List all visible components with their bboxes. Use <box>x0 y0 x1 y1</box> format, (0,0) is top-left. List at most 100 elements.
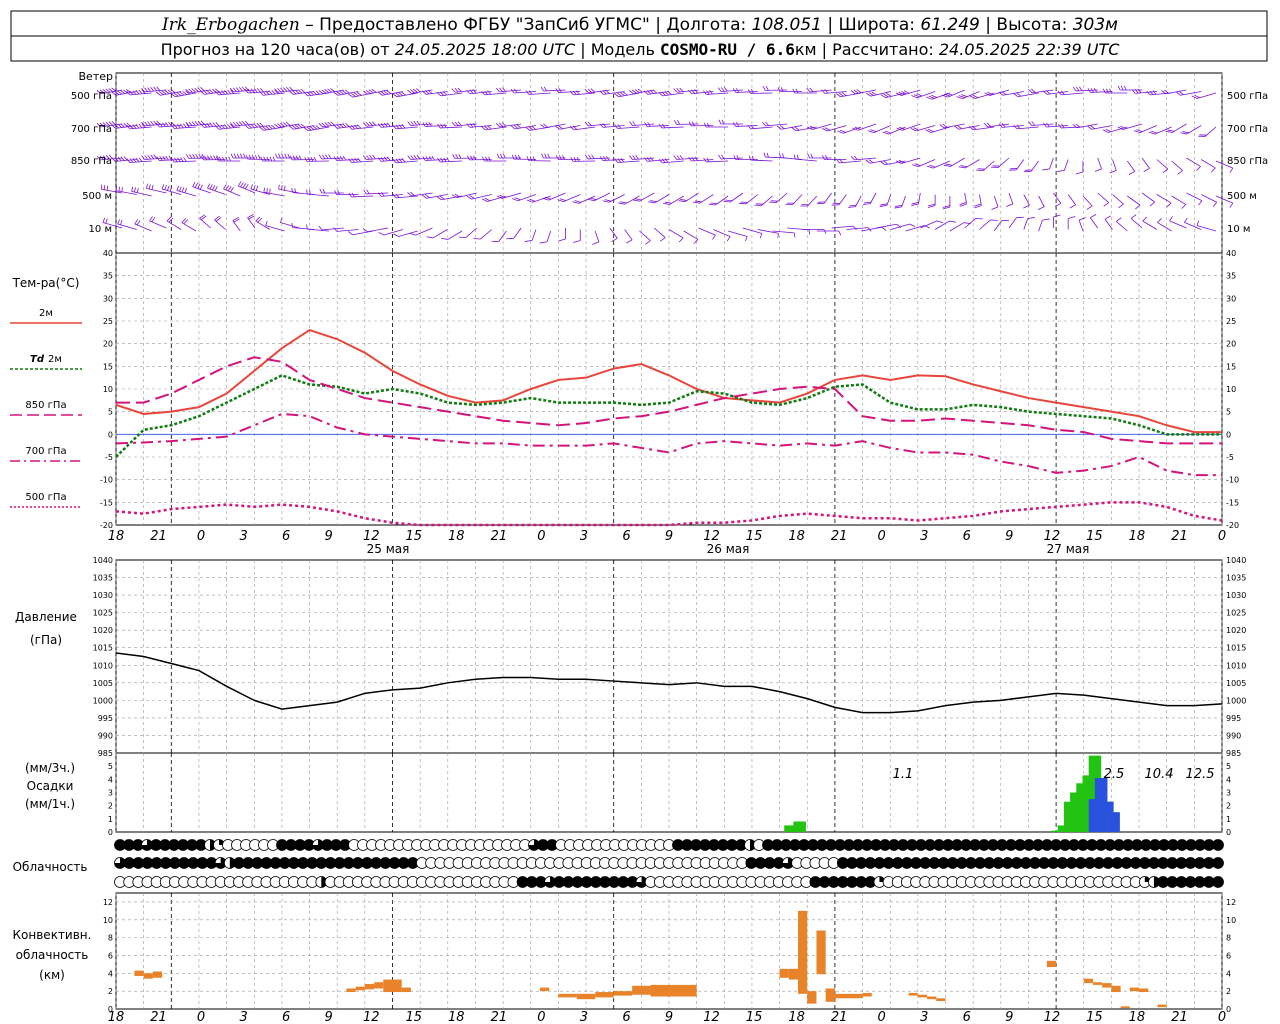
wind-barb <box>954 125 980 130</box>
wind-barb <box>1127 195 1141 210</box>
wind-barb <box>348 192 374 198</box>
conv-title-3: (км) <box>39 968 65 982</box>
conv-bar <box>576 993 596 1000</box>
wind-barb <box>422 121 448 127</box>
temp-tick-label: 15 <box>103 362 113 371</box>
calc-time: 24.05.2025 22:39 UTC <box>939 40 1120 59</box>
hour-label-bottom: 0 <box>878 1010 886 1024</box>
hour-label: 3 <box>580 529 588 544</box>
precip-total-2: 2.5 <box>1104 767 1125 782</box>
temp-tick-label: 20 <box>103 340 113 349</box>
cloud-symbol-fill <box>114 857 126 869</box>
conv-bar <box>152 971 163 978</box>
wind-barb <box>1042 157 1054 171</box>
wind-barb <box>926 92 951 100</box>
wind-barb <box>599 155 625 161</box>
wind-level-1-right: 500 гПа <box>1227 91 1268 102</box>
wind-barb <box>170 123 196 129</box>
wind-barb <box>250 184 270 195</box>
wind-barb <box>911 91 936 99</box>
wind-barb <box>407 191 433 197</box>
wind-barb <box>230 153 256 159</box>
wind-barb <box>1184 217 1202 230</box>
header-line1: Irk_Erbogachen – Предоставлено ФГБУ "Зап… <box>161 15 1118 35</box>
wind-barb <box>668 229 684 243</box>
wind-barb <box>393 230 418 237</box>
conv-bar <box>364 984 375 990</box>
hour-label-bottom: 18 <box>108 1010 125 1024</box>
conv-bar <box>632 985 651 995</box>
temp-tick-label: 5 <box>1226 408 1231 417</box>
wind-barb <box>1117 123 1143 130</box>
wind-barb <box>602 194 625 203</box>
wind-barb <box>318 88 344 95</box>
wind-barb <box>920 220 944 229</box>
conv-tick-label: 2 <box>1226 987 1231 996</box>
temperature-lines <box>115 328 1223 527</box>
wind-barb <box>333 89 359 96</box>
wind-barb <box>166 216 182 230</box>
wind-barb <box>377 156 403 162</box>
wind-barb <box>1112 194 1124 209</box>
hour-label: 15 <box>1086 529 1103 544</box>
temp-tick-label: 20 <box>1226 340 1236 349</box>
wind-barb <box>837 126 862 134</box>
wind-barb <box>1057 90 1083 96</box>
wind-barb <box>131 186 152 197</box>
wind-barb <box>229 120 256 127</box>
legend-500-label: 500 гПа <box>25 492 66 503</box>
wind-barb <box>979 219 998 230</box>
conv-bar <box>401 987 411 993</box>
temp-tick-label: 30 <box>1226 294 1236 303</box>
wind-barb <box>835 92 862 98</box>
precip-tick-label: 4 <box>1226 775 1231 784</box>
wind-barb <box>426 229 448 239</box>
hour-label: 18 <box>448 529 465 544</box>
pressure-line <box>115 652 1223 714</box>
conv-bar <box>134 970 144 976</box>
wind-barb <box>757 229 779 238</box>
conv-bar <box>917 994 928 998</box>
wind-barb <box>772 230 796 238</box>
precip-tick-label: 0 <box>108 828 113 837</box>
wind-barb <box>1180 125 1202 135</box>
wind-barb <box>540 86 566 92</box>
hour-label-bottom: 18 <box>788 1010 805 1024</box>
wind-barb <box>409 227 433 236</box>
wind-barb <box>510 88 536 94</box>
wind-barb <box>573 229 581 243</box>
conv-tick-label: 0 <box>1226 1005 1231 1014</box>
temp-tick-label: -5 <box>105 453 113 462</box>
conv-bar <box>613 991 633 996</box>
conv-bar <box>788 968 799 980</box>
temp-tick-label: 0 <box>1226 430 1231 439</box>
wind-barb <box>572 195 596 204</box>
header-line2: Прогноз на 120 часа(ов) от 24.05.2025 18… <box>161 40 1121 59</box>
conv-title-2: облачность <box>16 948 89 962</box>
wind-barb <box>942 196 951 210</box>
pressure-tick-label: 990 <box>98 731 113 740</box>
hour-label: 12 <box>1044 529 1061 544</box>
wind-barb <box>1104 215 1113 230</box>
temp-tick-label: -10 <box>100 476 113 485</box>
grid-layer <box>115 73 1223 1009</box>
wind-barb <box>632 192 655 202</box>
wind-barb <box>237 181 256 194</box>
model-name: COSMO-RU / 6.6 <box>660 40 795 59</box>
temp-tick-label: 25 <box>1226 317 1236 326</box>
precip-tick-label: 2 <box>1226 802 1231 811</box>
wind-barb <box>867 125 891 133</box>
conv-bar <box>539 987 550 992</box>
conv-bar <box>927 996 937 1000</box>
wind-barb <box>569 125 596 131</box>
wind-level-5-right: 10 м <box>1227 224 1250 235</box>
wind-barb <box>614 124 640 129</box>
wind-barb <box>822 155 847 160</box>
wind-barb <box>964 218 983 229</box>
hour-label: 15 <box>405 529 422 544</box>
wind-barb <box>245 154 270 160</box>
wind-barb <box>466 89 492 95</box>
hour-label-bottom: 12 <box>703 1010 720 1024</box>
precip-tick-label: 1 <box>1226 815 1231 824</box>
legend-2m-label: 2м <box>39 308 53 319</box>
